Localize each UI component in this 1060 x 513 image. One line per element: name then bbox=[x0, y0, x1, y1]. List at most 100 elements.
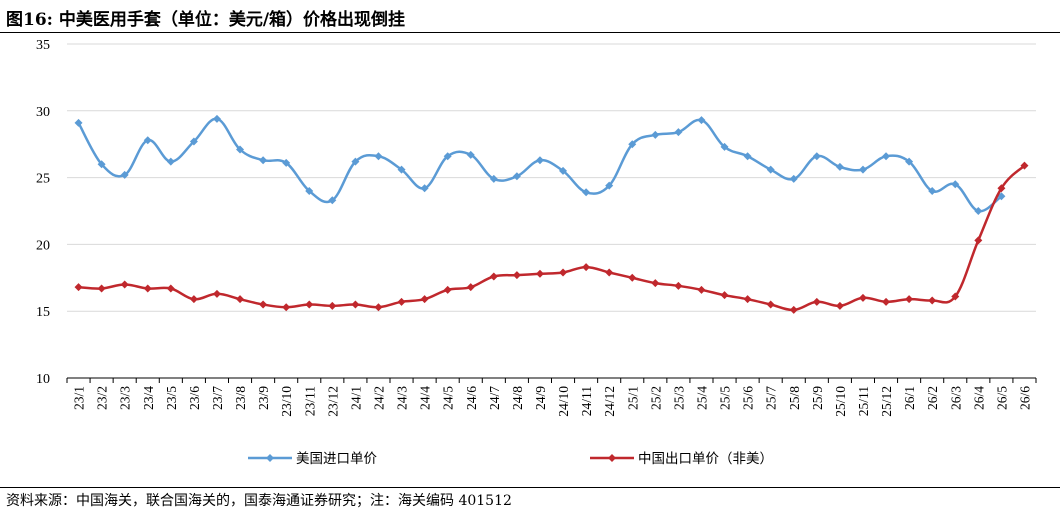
data-point bbox=[720, 142, 729, 151]
series bbox=[74, 114, 1029, 314]
data-point bbox=[166, 284, 175, 293]
data-point bbox=[282, 303, 291, 312]
data-point bbox=[466, 150, 475, 159]
data-point bbox=[120, 280, 129, 289]
x-tick-label: 24/8 bbox=[510, 386, 525, 410]
x-tick-label: 23/8 bbox=[233, 386, 248, 410]
data-point bbox=[789, 174, 798, 183]
data-point bbox=[905, 157, 914, 166]
data-point bbox=[812, 297, 821, 306]
data-point bbox=[858, 293, 867, 302]
source-note: 资料来源：中国海关，联合国海关的，国泰海通证券研究；注：海关编码 401512 bbox=[6, 493, 512, 509]
x-tick-label: 25/3 bbox=[671, 386, 686, 410]
x-tick-label: 23/6 bbox=[187, 386, 202, 410]
y-tick-label: 15 bbox=[36, 305, 50, 320]
data-point bbox=[974, 207, 983, 215]
data-point bbox=[212, 114, 221, 123]
x-tick-label: 23/12 bbox=[325, 386, 340, 417]
x-tick-label: 24/5 bbox=[441, 386, 456, 410]
series-line bbox=[78, 164, 1026, 312]
x-tick-label: 25/6 bbox=[741, 386, 756, 410]
data-point bbox=[835, 162, 844, 171]
x-tick-label: 24/12 bbox=[602, 386, 617, 417]
data-point bbox=[905, 295, 914, 304]
data-point bbox=[305, 300, 314, 309]
x-tick-label: 23/2 bbox=[95, 386, 110, 410]
data-point bbox=[212, 289, 221, 298]
data-point bbox=[559, 166, 568, 175]
title-divider bbox=[0, 32, 1060, 33]
data-point bbox=[282, 158, 291, 167]
data-point bbox=[928, 296, 937, 305]
data-point bbox=[789, 305, 798, 314]
x-tick-label: 25/5 bbox=[718, 386, 733, 410]
axes: 10 15 20 25 30 35 23/1 23/2 23/3 23/4 23/5 23/6 23/7… bbox=[36, 38, 1037, 417]
data-point bbox=[720, 291, 729, 300]
data-point bbox=[74, 118, 83, 127]
legend: 美国进口单价 中国出口单价（非美） bbox=[248, 451, 773, 467]
data-point bbox=[443, 152, 452, 161]
data-point bbox=[489, 174, 498, 183]
x-tick-label: 24/4 bbox=[418, 386, 433, 410]
x-tick-label: 24/6 bbox=[464, 386, 479, 410]
x-tick-label: 24/3 bbox=[395, 386, 410, 410]
y-tick-label: 30 bbox=[36, 105, 50, 120]
data-point bbox=[374, 152, 383, 161]
data-point bbox=[512, 271, 521, 280]
x-tick-label: 25/8 bbox=[787, 386, 802, 410]
data-point bbox=[489, 272, 498, 281]
x-tick-label: 25/2 bbox=[648, 386, 663, 410]
legend-item: 中国出口单价（非美） bbox=[590, 451, 773, 467]
data-point bbox=[766, 300, 775, 309]
x-tick-label: 24/10 bbox=[556, 386, 571, 417]
x-tick-label: 25/4 bbox=[695, 386, 710, 410]
data-point bbox=[351, 300, 360, 309]
data-point bbox=[512, 172, 521, 181]
data-point bbox=[189, 137, 198, 146]
series-line bbox=[77, 117, 1003, 213]
data-point bbox=[651, 279, 660, 288]
data-point bbox=[559, 268, 568, 277]
x-tick-label: 25/7 bbox=[764, 386, 779, 410]
y-tick-label: 35 bbox=[36, 38, 50, 53]
data-point bbox=[420, 184, 429, 193]
data-point bbox=[397, 165, 406, 174]
data-point bbox=[166, 157, 175, 166]
x-tick-label: 23/1 bbox=[72, 386, 87, 410]
x-tick-label: 25/1 bbox=[625, 386, 640, 410]
data-point bbox=[351, 157, 360, 166]
figure-title: 图16: 中美医用手套（单位：美元/箱）价格出现倒挂 bbox=[6, 10, 406, 30]
x-tick-label: 23/3 bbox=[118, 386, 133, 410]
data-point bbox=[97, 284, 106, 293]
x-tick-label: 25/11 bbox=[856, 386, 871, 416]
gridlines bbox=[67, 43, 1036, 312]
data-point bbox=[443, 285, 452, 294]
legend-label: 美国进口单价 bbox=[296, 451, 377, 467]
x-tick-label: 26/6 bbox=[1018, 386, 1033, 410]
data-point bbox=[928, 186, 937, 195]
data-point bbox=[812, 152, 821, 161]
data-point bbox=[697, 285, 706, 294]
data-point bbox=[766, 165, 775, 174]
data-point bbox=[951, 292, 960, 301]
data-point bbox=[605, 181, 614, 190]
y-tick-label: 10 bbox=[36, 372, 50, 387]
data-point bbox=[974, 236, 983, 245]
x-tick-label: 24/2 bbox=[372, 386, 387, 410]
x-tick-label: 24/1 bbox=[348, 386, 363, 410]
x-tick-label: 26/2 bbox=[925, 386, 940, 410]
data-point bbox=[143, 284, 152, 293]
data-point bbox=[397, 297, 406, 306]
data-point bbox=[743, 152, 752, 161]
legend-item: 美国进口单价 bbox=[248, 451, 377, 467]
series-2 bbox=[74, 161, 1029, 314]
x-tick-label: 24/7 bbox=[487, 386, 502, 410]
data-point bbox=[236, 295, 245, 304]
data-point bbox=[97, 160, 106, 169]
data-point bbox=[835, 301, 844, 310]
data-point bbox=[466, 283, 475, 292]
data-point bbox=[582, 263, 591, 272]
data-point bbox=[628, 140, 637, 149]
x-tick-label: 25/10 bbox=[833, 386, 848, 417]
data-point bbox=[882, 152, 891, 161]
